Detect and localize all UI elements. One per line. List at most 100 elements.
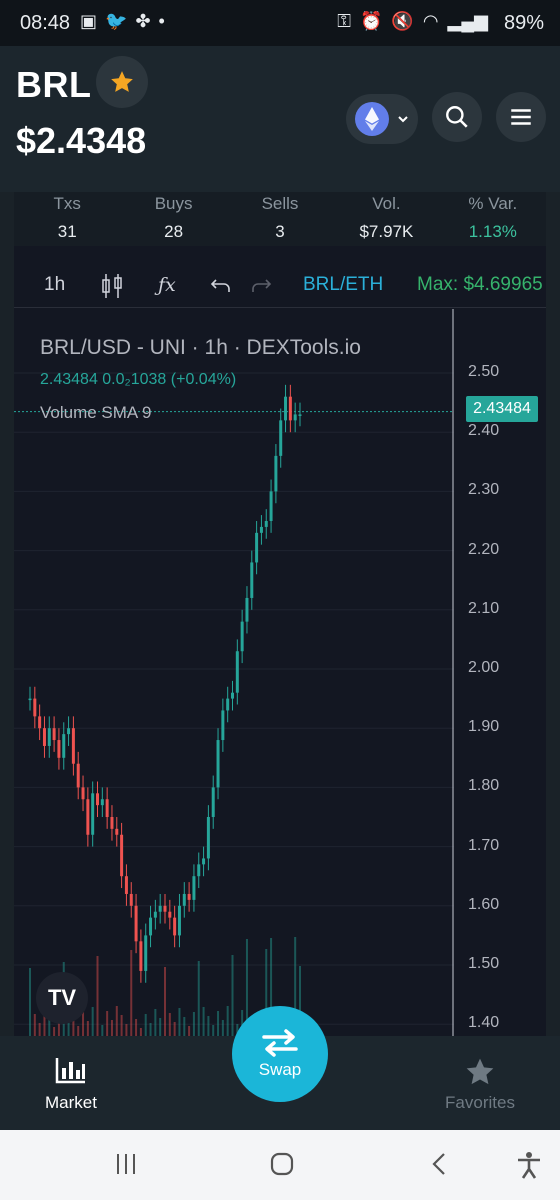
- accessibility-icon[interactable]: [514, 1150, 544, 1180]
- candle-body: [177, 905, 181, 936]
- volume-bar: [96, 956, 99, 1036]
- indicators-icon[interactable]: ƒx: [158, 274, 176, 296]
- menu-button[interactable]: [496, 92, 546, 142]
- candle-body: [211, 787, 215, 817]
- volume-bar: [265, 949, 268, 1036]
- volume-bar: [202, 1007, 205, 1036]
- candle-body: [250, 562, 254, 598]
- candle-body: [149, 917, 153, 936]
- candle-body: [226, 698, 230, 711]
- candle-body: [28, 698, 32, 701]
- volume-bar: [86, 1021, 89, 1036]
- candlestick-chart[interactable]: [14, 309, 546, 1036]
- tradingview-logo[interactable]: TV: [36, 972, 88, 1024]
- candle-body: [192, 876, 196, 900]
- chart-title: BRL/USD - UNI · 1h · DEXTools.io: [40, 336, 361, 359]
- candle-body: [197, 864, 201, 877]
- ohlc-values: 2.43484 0.0₂1038 (+0.04%): [40, 371, 237, 388]
- candle-body: [163, 905, 167, 912]
- volume-bar: [168, 1013, 171, 1036]
- pinwheel-icon: ✤: [135, 11, 151, 31]
- volume-bar: [245, 939, 248, 1036]
- token-header: BRL $2.4348: [0, 46, 560, 192]
- volume-bar: [57, 1013, 60, 1036]
- volume-bar: [221, 1020, 224, 1036]
- candle-body: [129, 893, 133, 906]
- undo-icon[interactable]: [208, 272, 234, 298]
- volume-bar: [226, 1006, 229, 1036]
- nav-favorites[interactable]: Favorites: [440, 1056, 520, 1113]
- volume-bar: [178, 1008, 181, 1036]
- candle-body: [264, 521, 268, 527]
- volume-bar: [38, 1023, 41, 1036]
- candle-body: [288, 396, 292, 421]
- y-axis-tick: 1.40: [468, 1014, 500, 1032]
- candlestick-type-icon[interactable]: [100, 272, 124, 300]
- candle-body: [168, 911, 172, 918]
- mute-icon: 🔇: [391, 11, 414, 31]
- candle-body: [86, 799, 90, 835]
- candle-body: [274, 455, 278, 492]
- candle-body: [206, 817, 210, 859]
- volume-bar: [144, 1014, 147, 1036]
- candle-body: [158, 905, 162, 912]
- volume-bar: [159, 1018, 162, 1036]
- nav-market[interactable]: Market: [38, 1056, 104, 1113]
- volume-bar: [120, 1015, 123, 1036]
- volume-bar: [212, 1025, 215, 1036]
- stat-buys: Buys 28: [154, 194, 193, 241]
- status-bar: 08:48 ▣ 🐦 ✤ • ⚿ ⏰ 🔇 ◠ ▂▄▆ 89%: [0, 0, 560, 46]
- chart-toolbar: 1h ƒx BRL/ETH Max: $4.69965: [14, 264, 546, 308]
- candle-body: [216, 740, 220, 788]
- candle-body: [42, 728, 46, 746]
- candle-body: [284, 396, 288, 421]
- search-button[interactable]: [432, 92, 482, 142]
- swap-button[interactable]: Swap: [232, 1006, 328, 1102]
- battery-level: 89%: [503, 12, 544, 34]
- redo-icon[interactable]: [248, 272, 274, 298]
- last-price-label: 2.43484: [466, 396, 538, 422]
- favorite-star-button[interactable]: [96, 56, 148, 108]
- max-price: Max: $4.69965: [417, 274, 543, 295]
- candle-body: [47, 728, 51, 746]
- candle-body: [259, 526, 263, 533]
- chevron-down-icon: [398, 116, 408, 123]
- bar-chart-icon: [55, 1058, 85, 1084]
- candle-body: [67, 728, 71, 735]
- interval-button[interactable]: 1h: [44, 274, 66, 295]
- volume-bar: [164, 967, 166, 1036]
- candle-body: [81, 787, 85, 800]
- candle-body: [33, 698, 37, 717]
- hamburger-menu-icon: [511, 109, 531, 125]
- volume-bar: [53, 1027, 56, 1036]
- stat-volume: Vol. $7.97K: [359, 194, 414, 241]
- volume-bar: [115, 1006, 118, 1036]
- chain-selector-button[interactable]: [346, 94, 418, 144]
- volume-bar: [149, 1023, 152, 1036]
- volume-bar: [270, 938, 273, 1036]
- volume-bar: [197, 961, 200, 1036]
- volume-bar: [188, 1026, 191, 1036]
- home-icon[interactable]: [268, 1150, 296, 1178]
- back-icon[interactable]: [426, 1150, 454, 1178]
- candle-body: [38, 716, 42, 729]
- volume-legend: Volume SMA 9: [40, 403, 152, 422]
- candle-body: [134, 905, 138, 942]
- candle-body: [62, 734, 66, 758]
- clock: 08:48: [20, 12, 71, 34]
- candle-body: [245, 597, 249, 622]
- candle-body: [279, 420, 283, 456]
- candle-body: [255, 532, 259, 563]
- volume-bar: [125, 1024, 128, 1036]
- candle-body: [202, 858, 206, 865]
- stat-sells: Sells 3: [261, 194, 299, 241]
- candle-body: [91, 793, 95, 835]
- token-price: $2.4348: [16, 120, 147, 161]
- price-chart[interactable]: BRL/USD - UNI · 1h · DEXTools.io 2.43484…: [14, 309, 546, 1036]
- y-axis-tick: 1.90: [468, 718, 500, 736]
- volume-bar: [135, 1019, 138, 1036]
- volume-bar: [33, 1014, 36, 1036]
- candle-body: [269, 491, 273, 521]
- recent-apps-icon[interactable]: [112, 1150, 140, 1178]
- pair-selector[interactable]: BRL/ETH: [303, 274, 384, 295]
